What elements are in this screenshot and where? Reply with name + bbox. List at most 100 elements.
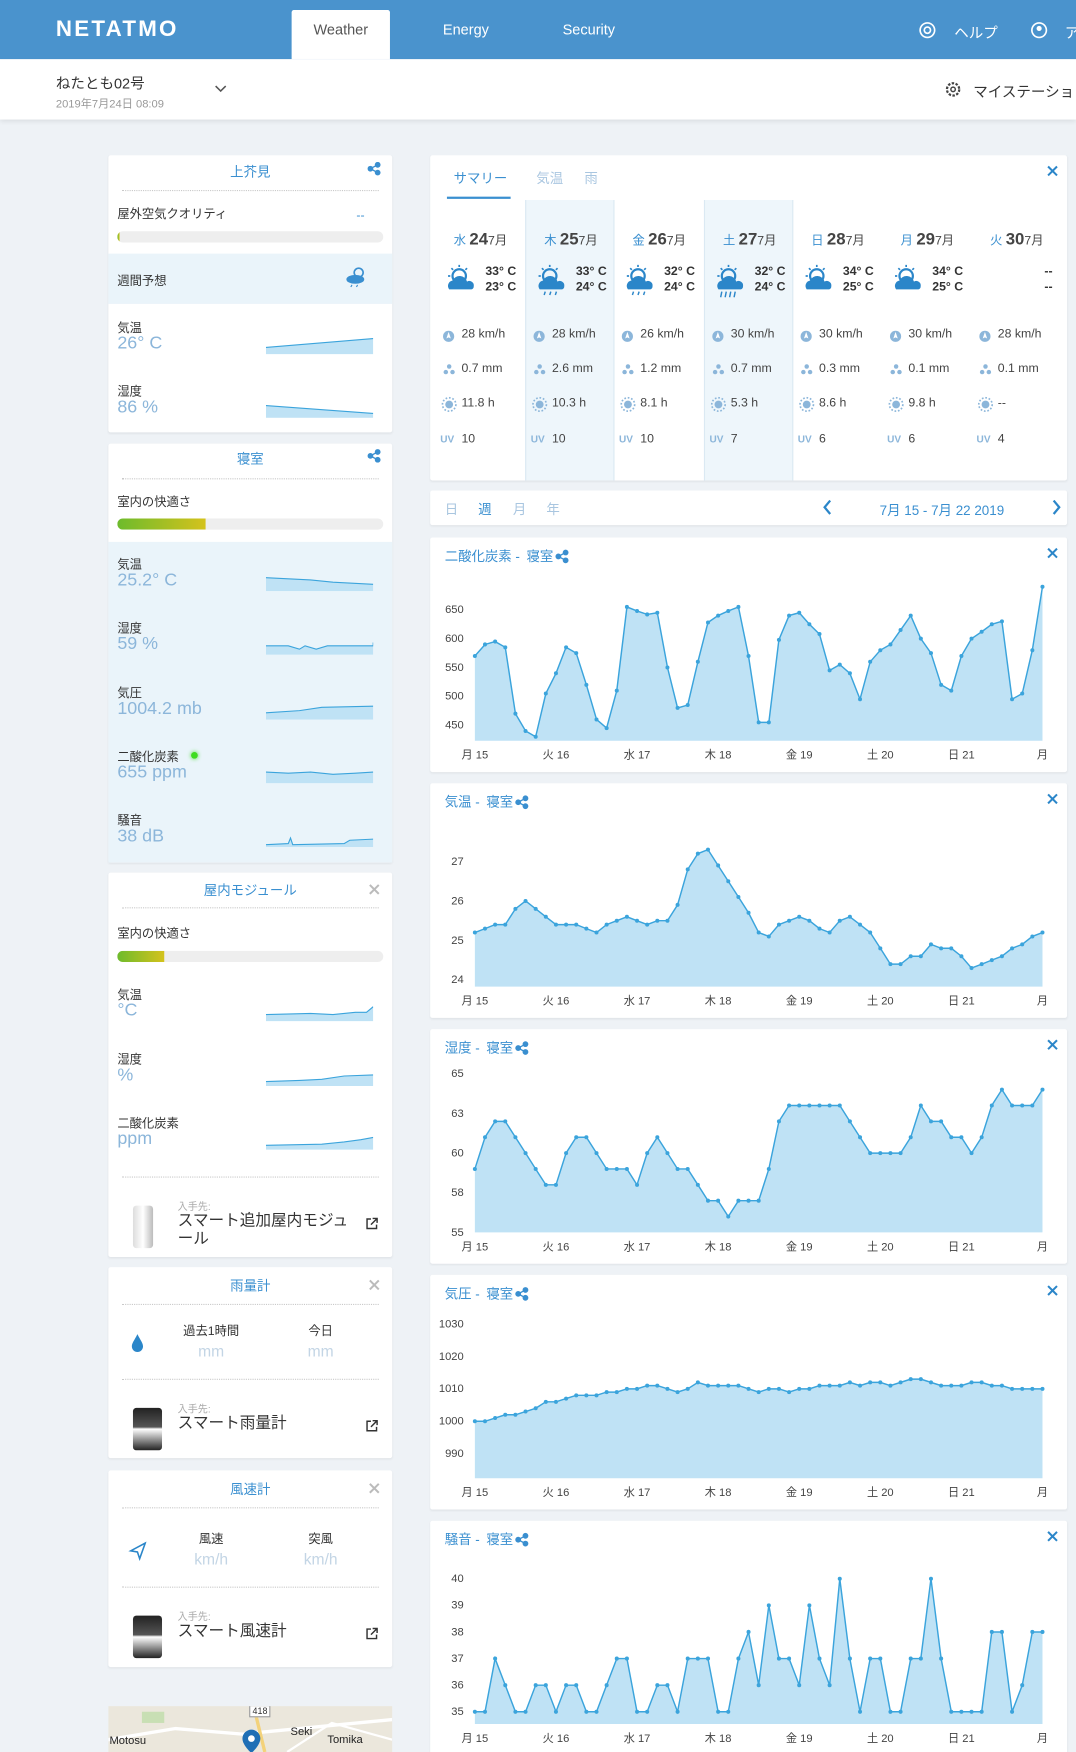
- y-tick-label: 60: [451, 1147, 463, 1159]
- point: [918, 1103, 923, 1108]
- y-tick-label: 38: [451, 1626, 463, 1638]
- y-tick-label: 36: [451, 1680, 463, 1692]
- icon-part: [446, 331, 451, 339]
- product-link[interactable]: スマート雨量計: [177, 1413, 287, 1432]
- account-link[interactable]: ア: [1065, 21, 1076, 42]
- point: [533, 906, 538, 911]
- period-tab[interactable]: 日: [444, 501, 459, 518]
- icon-part: [517, 1539, 526, 1545]
- point: [695, 851, 700, 856]
- weather-icon: [346, 267, 365, 288]
- prev-arrow[interactable]: [822, 499, 832, 515]
- point: [584, 926, 589, 931]
- x-tick-label: 月: [1037, 1733, 1048, 1745]
- forecast-tab[interactable]: サマリー: [453, 170, 508, 187]
- close-icon[interactable]: [1047, 1285, 1058, 1296]
- close-icon[interactable]: [1047, 793, 1058, 805]
- icon-part: [714, 400, 723, 409]
- point: [928, 1119, 933, 1124]
- close-icon[interactable]: [1047, 1039, 1058, 1050]
- point: [614, 1656, 619, 1661]
- outdoor-module: 上芥見 屋外空気クオリティ -- 週間予想 気温 26° C 湿度 86 %: [108, 155, 393, 433]
- period-tab[interactable]: 週: [478, 501, 492, 518]
- share-icon[interactable]: [515, 795, 529, 810]
- share-icon[interactable]: [515, 1287, 529, 1301]
- point: [837, 918, 842, 923]
- product-link[interactable]: スマート風速計: [177, 1621, 287, 1640]
- point: [726, 608, 731, 613]
- icon-part: [265, 1137, 374, 1150]
- point: [564, 922, 569, 927]
- share-icon[interactable]: [515, 1532, 529, 1547]
- point: [746, 910, 751, 915]
- day-header: 水 247月: [436, 230, 525, 250]
- point: [1030, 648, 1035, 653]
- temp-low: --: [1044, 280, 1053, 294]
- icon-part: [515, 1287, 529, 1301]
- help-link[interactable]: ヘルプ: [954, 24, 998, 42]
- sparkline: [265, 1006, 374, 1022]
- temp-high: 33° C: [485, 264, 517, 279]
- sparkline: [265, 337, 374, 355]
- forecast-tab[interactable]: 気温: [536, 170, 564, 187]
- day-header: 金 267月: [615, 230, 704, 250]
- close-icon[interactable]: [1047, 1531, 1058, 1542]
- nav-tab[interactable]: Weather: [313, 21, 369, 38]
- close-icon[interactable]: [369, 1483, 380, 1494]
- station-name[interactable]: ねたとも02号: [55, 74, 145, 92]
- metric-label: 騒音: [117, 814, 142, 828]
- my-stations-link[interactable]: マイステーショ: [973, 83, 1075, 101]
- close-icon[interactable]: [1047, 547, 1058, 559]
- point: [908, 1135, 913, 1140]
- point: [837, 1103, 842, 1108]
- forecast-wind: 26 km/h: [640, 327, 684, 341]
- external-link-icon[interactable]: [365, 1627, 378, 1640]
- share-icon[interactable]: [367, 449, 381, 463]
- icon-part: [534, 369, 539, 375]
- nav-tab[interactable]: Security: [562, 21, 616, 38]
- icon-part: [822, 267, 826, 271]
- period-tab[interactable]: 月: [512, 501, 527, 518]
- station-chevron[interactable]: [215, 85, 227, 93]
- y-tick-label: 55: [451, 1227, 463, 1239]
- point: [858, 1383, 863, 1388]
- icon-part: [1052, 499, 1061, 515]
- point: [979, 629, 984, 634]
- close-icon[interactable]: [1047, 165, 1058, 177]
- point: [553, 1182, 558, 1187]
- external-link-icon[interactable]: [365, 1419, 378, 1432]
- day-day: 29: [916, 230, 935, 250]
- share-icon[interactable]: [555, 549, 569, 564]
- external-link-icon[interactable]: [365, 1217, 378, 1230]
- weather-icon: [894, 264, 921, 290]
- close-icon[interactable]: [369, 884, 380, 895]
- period-tab[interactable]: 年: [546, 501, 560, 518]
- close-icon[interactable]: [369, 1279, 380, 1291]
- icon-part: [1047, 1531, 1058, 1542]
- icon-part: [893, 364, 899, 369]
- point: [635, 1182, 640, 1187]
- gauge-value: mm: [198, 1341, 225, 1360]
- icon-part: [982, 331, 988, 339]
- x-tick-label: 金 19: [786, 1732, 813, 1745]
- comfort-level: [117, 231, 120, 243]
- point: [645, 922, 650, 927]
- forecast-tab[interactable]: 雨: [584, 170, 598, 187]
- icon-part: [1047, 793, 1058, 805]
- forecast-day: 火 307月 -- -- 28 km/h 0.1 mm -- UV 4: [972, 200, 1061, 480]
- comfort-bar: [117, 518, 384, 530]
- next-arrow[interactable]: [1051, 499, 1061, 515]
- share-icon[interactable]: [367, 162, 381, 176]
- point: [503, 1683, 508, 1688]
- day-month: 7月: [578, 234, 598, 249]
- comfort-bar: [117, 950, 384, 963]
- sun-icon: [710, 396, 726, 413]
- point: [847, 1656, 852, 1661]
- product-link[interactable]: スマート追加屋内モジュール: [177, 1211, 349, 1247]
- y-tick-label: 500: [445, 691, 464, 703]
- point: [746, 1386, 751, 1391]
- gauge-label: 今日: [308, 1325, 333, 1339]
- nav-tab[interactable]: Energy: [442, 21, 489, 38]
- account-icon: [1031, 22, 1048, 39]
- share-icon[interactable]: [515, 1041, 529, 1055]
